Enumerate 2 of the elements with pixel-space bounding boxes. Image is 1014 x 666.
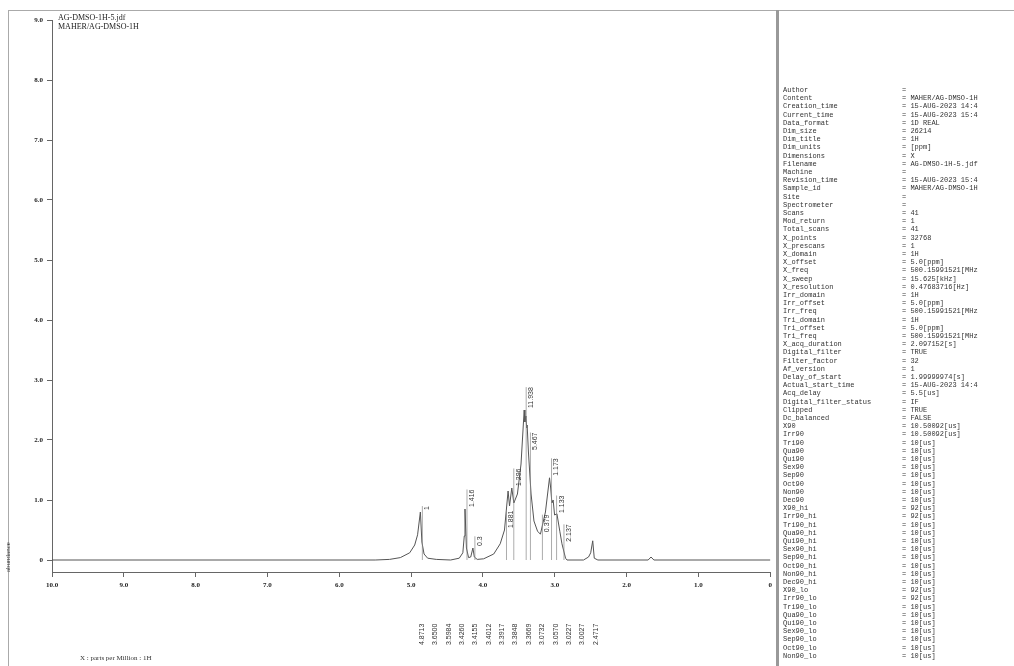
chart-subtitle: MAHER/AG-DMSO-1H (58, 22, 139, 31)
chart-title: AG-DMSO-1H-5.jdf (58, 13, 127, 22)
